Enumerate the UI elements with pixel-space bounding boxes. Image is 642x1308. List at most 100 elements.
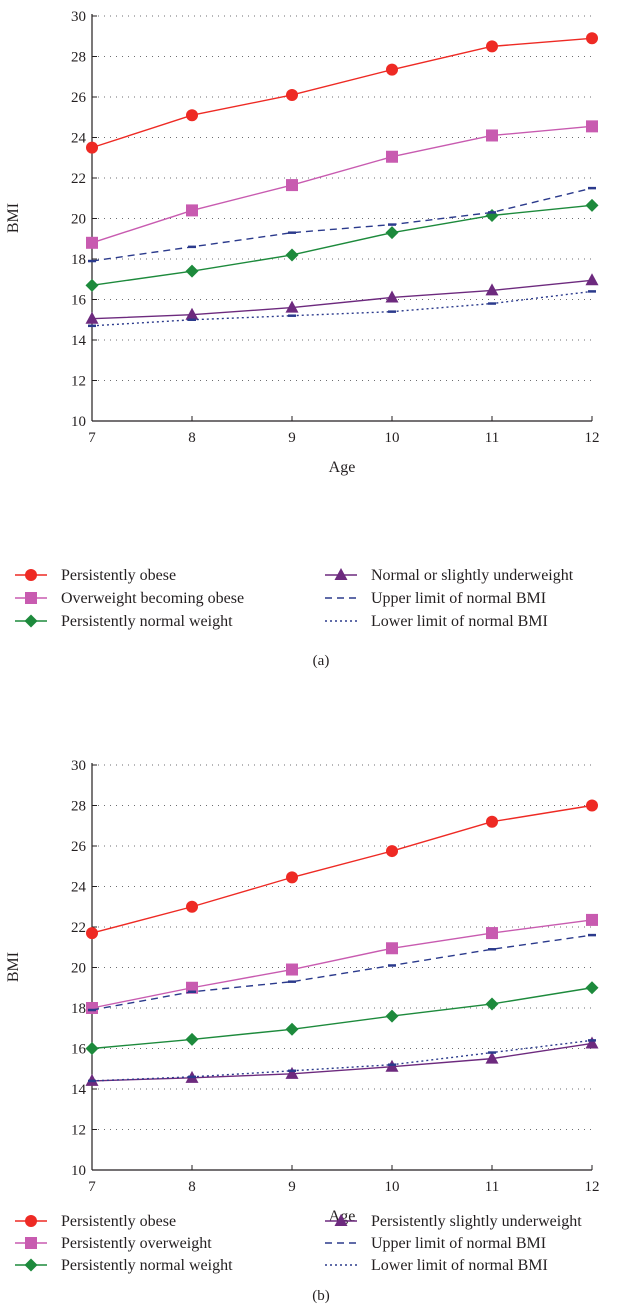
x-tick-label: 9 [288, 1179, 296, 1195]
legend-item: Persistently obese [15, 567, 176, 584]
data-point [386, 150, 398, 163]
y-tick-label: 14 [71, 333, 87, 349]
series-line [91, 804, 593, 934]
y-tick-label: 22 [71, 171, 86, 187]
panel-label-b: (b) [312, 1288, 330, 1304]
data-point [485, 208, 499, 222]
x-tick-label: 7 [88, 1179, 96, 1195]
x-tick-label: 8 [188, 430, 196, 446]
legend-label: Persistently obese [61, 567, 176, 584]
legend-item: Lower limit of normal BMI [325, 1257, 548, 1274]
data-point [386, 845, 398, 858]
series-4 [88, 186, 596, 263]
data-point [486, 815, 498, 828]
data-point [185, 1032, 199, 1046]
y-tick-label: 22 [71, 920, 86, 936]
x-axis-title: Age [329, 459, 356, 476]
data-point [285, 248, 299, 262]
legend-marker [334, 1214, 348, 1226]
legend-label: Persistently slightly underweight [371, 1213, 582, 1230]
data-point [586, 120, 598, 133]
data-point [186, 204, 198, 217]
series-line [91, 1042, 593, 1082]
legend-marker [334, 568, 348, 580]
legend-item: Persistently obese [15, 1213, 176, 1230]
series-line [91, 290, 593, 327]
data-point [286, 871, 298, 884]
legend: Persistently obese Overweight becoming ob… [15, 567, 574, 630]
legend-item: Persistently normal weight [15, 613, 233, 630]
legend-label: Overweight becoming obese [61, 590, 244, 607]
data-point [385, 1009, 399, 1023]
y-tick-label: 30 [71, 9, 86, 25]
data-point [585, 981, 599, 995]
x-tick-label: 10 [385, 1179, 400, 1195]
y-axis-title: BMI [5, 203, 22, 233]
data-point [285, 1066, 299, 1079]
legend-item: Normal or slightly underweight [325, 567, 574, 584]
series-line [91, 987, 593, 1050]
series-line [91, 919, 593, 1009]
data-point [585, 1036, 599, 1049]
y-axis-title: BMI [5, 952, 22, 982]
legend-marker [25, 569, 37, 581]
data-point [586, 32, 598, 45]
legend-item: Persistently normal weight [15, 1257, 233, 1274]
legend-marker [25, 1237, 37, 1249]
series-5 [88, 1039, 596, 1083]
data-point [186, 900, 198, 913]
data-point [286, 963, 298, 976]
y-tick-label: 30 [71, 758, 86, 774]
y-tick-label: 12 [71, 1123, 86, 1139]
y-tick-label: 18 [71, 1001, 86, 1017]
legend-marker [25, 1215, 37, 1227]
series-line [91, 204, 593, 287]
x-tick-label: 9 [288, 430, 296, 446]
legend-label: Upper limit of normal BMI [371, 1235, 546, 1252]
series-4 [88, 933, 596, 1012]
y-tick-label: 18 [71, 252, 86, 268]
data-point [85, 1042, 99, 1055]
series-line [91, 934, 593, 1011]
series-0 [86, 799, 598, 940]
data-point [585, 273, 599, 286]
y-tick-label: 12 [71, 374, 86, 390]
panel-label-a: (a) [313, 653, 330, 669]
data-point [86, 1002, 98, 1014]
chart-panel-b: 1012141618202224262830789101112AgeBMIPer… [5, 758, 600, 1274]
series-line [91, 187, 593, 262]
x-tick-label: 8 [188, 1179, 196, 1195]
x-tick-label: 12 [585, 430, 600, 446]
y-tick-label: 24 [71, 131, 87, 147]
y-tick-label: 16 [71, 293, 87, 309]
legend-item: Persistently overweight [15, 1235, 212, 1252]
y-tick-label: 16 [71, 1042, 87, 1058]
data-point [486, 40, 498, 53]
data-point [486, 927, 498, 940]
data-point [86, 141, 98, 154]
series-3 [85, 273, 599, 324]
data-point [386, 942, 398, 955]
series-2 [85, 981, 599, 1055]
legend-label: Lower limit of normal BMI [371, 613, 548, 630]
legend-label: Lower limit of normal BMI [371, 1257, 548, 1274]
y-tick-label: 20 [71, 212, 86, 228]
x-tick-label: 11 [485, 1179, 499, 1195]
data-point [86, 236, 98, 249]
series-0 [86, 32, 598, 154]
legend: Persistently obese Persistently overweigh… [15, 1213, 582, 1274]
data-point [586, 799, 598, 812]
data-point [385, 226, 399, 240]
x-tick-label: 12 [585, 1179, 600, 1195]
data-point [86, 927, 98, 940]
data-point [186, 109, 198, 122]
y-tick-label: 14 [71, 1082, 87, 1098]
x-tick-label: 11 [485, 430, 499, 446]
series-5 [88, 290, 596, 328]
legend-label: Persistently obese [61, 1213, 176, 1230]
legend-item: Upper limit of normal BMI [325, 1235, 546, 1252]
data-point [286, 179, 298, 192]
legend-label: Persistently normal weight [61, 1257, 233, 1274]
chart-panel-a: 10 12 14 16 18 20 22 24 26 28 30 7 8 9 10 11 12 Age BMI Per… [5, 9, 600, 630]
